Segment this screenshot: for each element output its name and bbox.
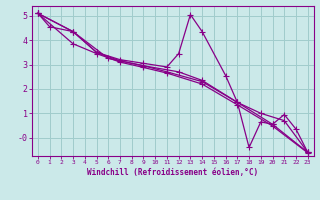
X-axis label: Windchill (Refroidissement éolien,°C): Windchill (Refroidissement éolien,°C) bbox=[87, 168, 258, 177]
